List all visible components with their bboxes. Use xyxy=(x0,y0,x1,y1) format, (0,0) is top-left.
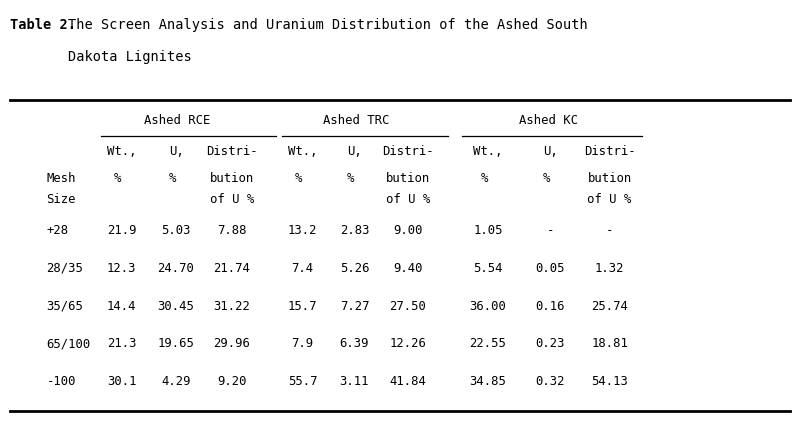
Text: 55.7: 55.7 xyxy=(288,375,317,388)
Text: 5.26: 5.26 xyxy=(340,262,369,275)
Text: 0.32: 0.32 xyxy=(536,375,565,388)
Text: 0.05: 0.05 xyxy=(536,262,565,275)
Text: -: - xyxy=(546,224,554,237)
Text: Mesh: Mesh xyxy=(46,172,76,185)
Text: of U %: of U % xyxy=(386,193,430,206)
Text: 1.05: 1.05 xyxy=(474,224,502,237)
Text: Wt.,: Wt., xyxy=(288,145,317,159)
Text: of U %: of U % xyxy=(587,193,632,206)
Text: 0.16: 0.16 xyxy=(536,300,565,313)
Text: %: % xyxy=(347,172,362,185)
Text: bution: bution xyxy=(587,172,632,185)
Text: 28/35: 28/35 xyxy=(46,262,83,275)
Text: bution: bution xyxy=(210,172,254,185)
Text: 12.26: 12.26 xyxy=(390,337,426,350)
Text: of U %: of U % xyxy=(210,193,254,206)
Text: 21.9: 21.9 xyxy=(107,224,136,237)
Text: 9.00: 9.00 xyxy=(394,224,422,237)
Text: 9.40: 9.40 xyxy=(394,262,422,275)
Text: Distri-: Distri- xyxy=(206,145,258,159)
Text: 65/100: 65/100 xyxy=(46,337,90,350)
Text: Ashed TRC: Ashed TRC xyxy=(323,114,389,127)
Text: bution: bution xyxy=(386,172,430,185)
Text: 4.29: 4.29 xyxy=(162,375,190,388)
Text: 18.81: 18.81 xyxy=(591,337,628,350)
Text: Distri-: Distri- xyxy=(584,145,635,159)
Text: 24.70: 24.70 xyxy=(158,262,194,275)
Text: 1.32: 1.32 xyxy=(595,262,624,275)
Text: %: % xyxy=(543,172,558,185)
Text: 29.96: 29.96 xyxy=(214,337,250,350)
Text: 19.65: 19.65 xyxy=(158,337,194,350)
Text: U,: U, xyxy=(169,145,183,159)
Text: 7.27: 7.27 xyxy=(340,300,369,313)
Text: Size: Size xyxy=(46,193,76,206)
Text: 21.74: 21.74 xyxy=(214,262,250,275)
Text: 21.3: 21.3 xyxy=(107,337,136,350)
Text: 14.4: 14.4 xyxy=(107,300,136,313)
Text: 13.2: 13.2 xyxy=(288,224,317,237)
Text: %: % xyxy=(114,172,129,185)
Text: -100: -100 xyxy=(46,375,76,388)
Text: U,: U, xyxy=(543,145,558,159)
Text: 25.74: 25.74 xyxy=(591,300,628,313)
Text: Ashed RCE: Ashed RCE xyxy=(145,114,210,127)
Text: Wt.,: Wt., xyxy=(107,145,136,159)
Text: 22.55: 22.55 xyxy=(470,337,506,350)
Text: Distri-: Distri- xyxy=(382,145,434,159)
Text: 3.11: 3.11 xyxy=(340,375,369,388)
Text: -: - xyxy=(606,224,614,237)
Text: 12.3: 12.3 xyxy=(107,262,136,275)
Text: %: % xyxy=(169,172,183,185)
Text: 5.03: 5.03 xyxy=(162,224,190,237)
Text: 36.00: 36.00 xyxy=(470,300,506,313)
Text: The Screen Analysis and Uranium Distribution of the Ashed South: The Screen Analysis and Uranium Distribu… xyxy=(68,18,588,32)
Text: 41.84: 41.84 xyxy=(390,375,426,388)
Text: 30.1: 30.1 xyxy=(107,375,136,388)
Text: 2.83: 2.83 xyxy=(340,224,369,237)
Text: 30.45: 30.45 xyxy=(158,300,194,313)
Text: U,: U, xyxy=(347,145,362,159)
Text: Dakota Lignites: Dakota Lignites xyxy=(68,50,192,64)
Text: 35/65: 35/65 xyxy=(46,300,83,313)
Text: %: % xyxy=(295,172,310,185)
Text: 7.4: 7.4 xyxy=(291,262,314,275)
Text: %: % xyxy=(481,172,495,185)
Text: 9.20: 9.20 xyxy=(218,375,246,388)
Text: Ashed KC: Ashed KC xyxy=(519,114,578,127)
Text: 34.85: 34.85 xyxy=(470,375,506,388)
Text: Table 2.: Table 2. xyxy=(10,18,75,32)
Text: 7.9: 7.9 xyxy=(291,337,314,350)
Text: 5.54: 5.54 xyxy=(474,262,502,275)
Text: 0.23: 0.23 xyxy=(536,337,565,350)
Text: +28: +28 xyxy=(46,224,69,237)
Text: Wt.,: Wt., xyxy=(474,145,502,159)
Text: 6.39: 6.39 xyxy=(340,337,369,350)
Text: 31.22: 31.22 xyxy=(214,300,250,313)
Text: 15.7: 15.7 xyxy=(288,300,317,313)
Text: 27.50: 27.50 xyxy=(390,300,426,313)
Text: 7.88: 7.88 xyxy=(218,224,246,237)
Text: 54.13: 54.13 xyxy=(591,375,628,388)
